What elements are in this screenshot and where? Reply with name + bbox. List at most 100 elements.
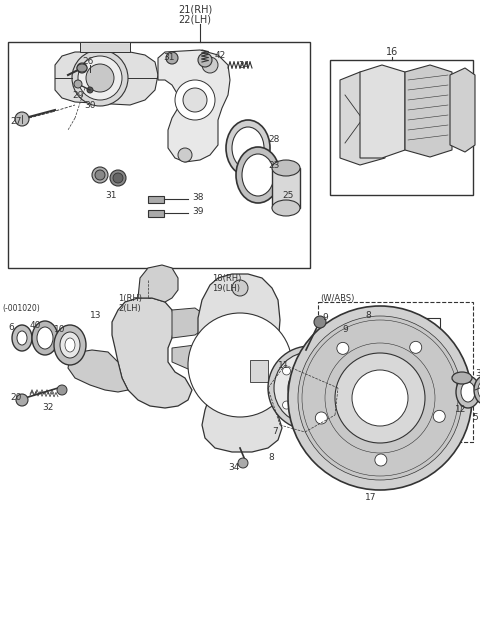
Ellipse shape — [54, 325, 86, 365]
Circle shape — [110, 170, 126, 186]
Bar — [250, 360, 268, 382]
Circle shape — [314, 316, 326, 328]
Text: 1(RH): 1(RH) — [118, 293, 142, 303]
Circle shape — [337, 342, 349, 355]
Circle shape — [315, 412, 323, 420]
Ellipse shape — [335, 353, 425, 443]
Text: (-001020): (-001020) — [2, 304, 40, 312]
Circle shape — [198, 53, 212, 67]
Text: 33: 33 — [475, 370, 480, 378]
Circle shape — [391, 369, 397, 374]
Circle shape — [72, 50, 128, 106]
Ellipse shape — [65, 338, 75, 352]
Ellipse shape — [60, 332, 80, 358]
Text: 12: 12 — [455, 405, 467, 415]
Text: 18(RH): 18(RH) — [212, 273, 241, 283]
Text: 26: 26 — [82, 58, 94, 66]
Circle shape — [95, 170, 105, 180]
Bar — [8, 42, 310, 268]
Text: 23: 23 — [268, 161, 279, 169]
Circle shape — [178, 148, 192, 162]
Circle shape — [372, 367, 408, 403]
Polygon shape — [158, 50, 230, 162]
Circle shape — [268, 346, 352, 430]
Ellipse shape — [452, 372, 472, 384]
Text: 16: 16 — [386, 47, 398, 57]
Ellipse shape — [298, 316, 462, 480]
Text: 31: 31 — [105, 190, 117, 200]
Text: (W/ABS): (W/ABS) — [320, 293, 354, 303]
Circle shape — [166, 52, 178, 64]
Polygon shape — [405, 65, 452, 157]
Ellipse shape — [17, 331, 27, 345]
Text: 6: 6 — [8, 324, 14, 332]
Bar — [148, 210, 164, 217]
Ellipse shape — [77, 64, 87, 72]
Circle shape — [78, 56, 122, 100]
Text: 32: 32 — [42, 404, 53, 412]
Ellipse shape — [352, 370, 408, 426]
Circle shape — [376, 374, 382, 380]
Bar — [148, 196, 164, 203]
Text: 39: 39 — [192, 208, 204, 216]
Ellipse shape — [226, 120, 270, 176]
Ellipse shape — [288, 306, 472, 490]
Circle shape — [288, 366, 332, 410]
Ellipse shape — [478, 381, 480, 399]
Circle shape — [232, 280, 248, 296]
Text: 34: 34 — [228, 464, 240, 472]
Circle shape — [375, 454, 387, 466]
Circle shape — [238, 458, 248, 468]
Text: 11: 11 — [278, 360, 289, 370]
Circle shape — [433, 410, 445, 422]
Ellipse shape — [232, 127, 264, 169]
Text: 42: 42 — [215, 50, 226, 60]
Polygon shape — [138, 265, 178, 302]
Circle shape — [362, 357, 418, 413]
Polygon shape — [80, 42, 130, 52]
Text: 17: 17 — [365, 494, 376, 502]
Text: 40: 40 — [30, 321, 41, 329]
Circle shape — [352, 347, 428, 423]
Ellipse shape — [272, 160, 300, 176]
Circle shape — [16, 394, 28, 406]
Ellipse shape — [236, 147, 280, 203]
Circle shape — [401, 382, 407, 388]
Circle shape — [335, 384, 343, 392]
Text: 9: 9 — [342, 326, 348, 335]
Ellipse shape — [461, 382, 475, 402]
Circle shape — [283, 401, 290, 409]
Text: 19(LH): 19(LH) — [212, 283, 240, 293]
Circle shape — [315, 356, 323, 365]
Polygon shape — [172, 308, 205, 338]
Ellipse shape — [456, 376, 480, 408]
Circle shape — [202, 57, 218, 73]
Circle shape — [86, 64, 114, 92]
Circle shape — [376, 390, 382, 396]
Text: 38: 38 — [192, 192, 204, 202]
Text: 8: 8 — [365, 311, 371, 319]
Text: 30: 30 — [84, 100, 96, 110]
Text: 8: 8 — [268, 453, 274, 463]
Text: 20: 20 — [10, 394, 22, 402]
Ellipse shape — [272, 200, 300, 216]
Text: 25: 25 — [282, 190, 293, 200]
Polygon shape — [55, 52, 158, 105]
Circle shape — [343, 315, 353, 325]
Bar — [340, 318, 440, 403]
Text: 2(LH): 2(LH) — [118, 304, 141, 312]
Polygon shape — [68, 350, 128, 392]
Text: 22(LH): 22(LH) — [178, 15, 211, 25]
Circle shape — [77, 63, 87, 73]
Circle shape — [391, 396, 397, 401]
Circle shape — [92, 167, 108, 183]
Text: 27: 27 — [10, 118, 22, 126]
Circle shape — [57, 385, 67, 395]
Ellipse shape — [32, 321, 58, 355]
Polygon shape — [112, 298, 192, 408]
Text: 28: 28 — [268, 136, 279, 144]
Polygon shape — [340, 72, 385, 165]
Circle shape — [15, 112, 29, 126]
Ellipse shape — [12, 325, 32, 351]
Text: 10: 10 — [54, 326, 65, 335]
